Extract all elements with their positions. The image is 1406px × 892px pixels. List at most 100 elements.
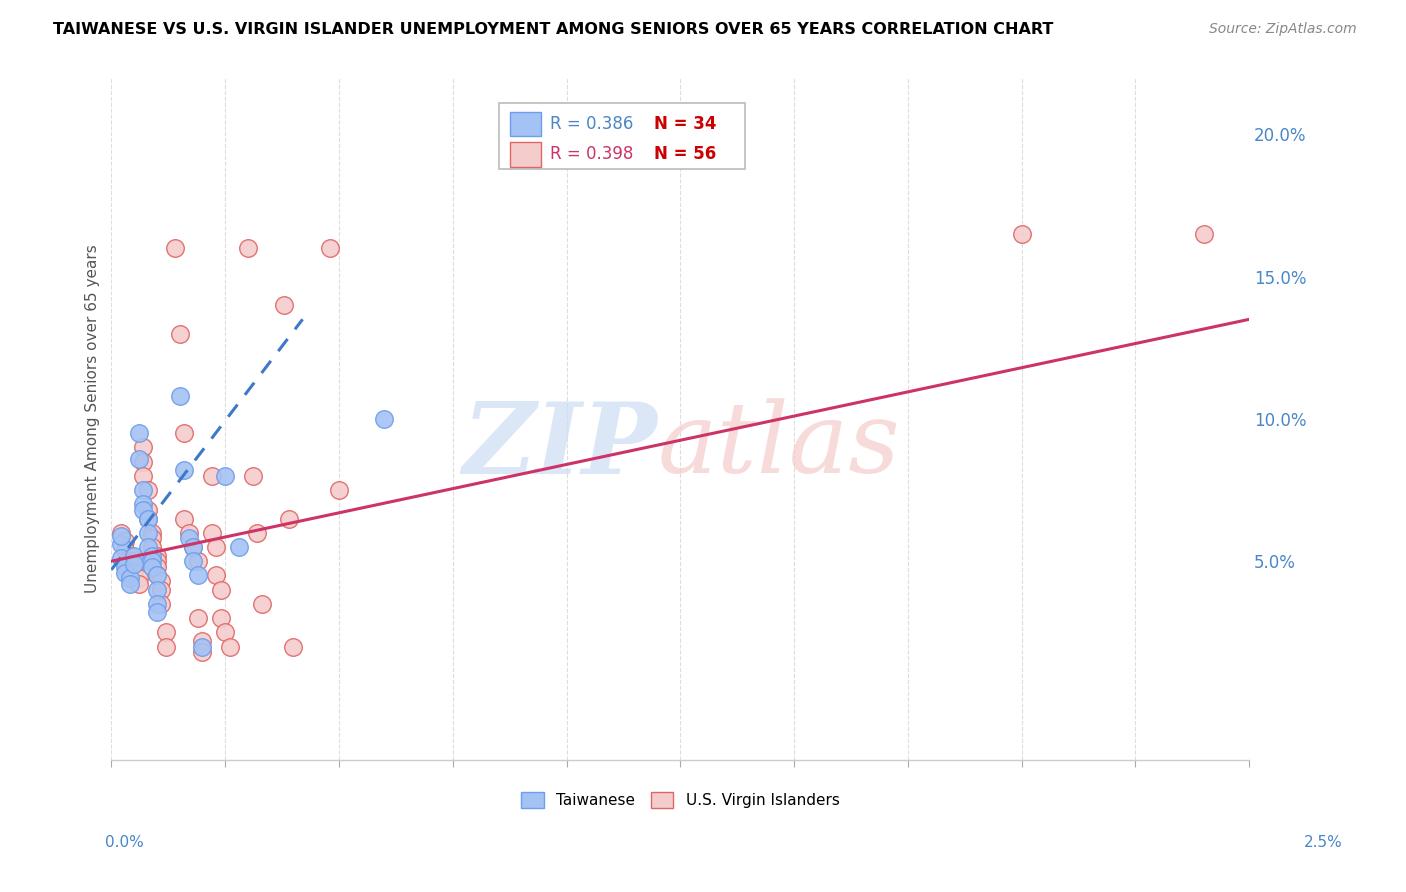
Point bbox=[155, 625, 177, 640]
Point bbox=[141, 554, 163, 568]
Point bbox=[136, 525, 159, 540]
Text: R = 0.398: R = 0.398 bbox=[550, 145, 633, 163]
Point bbox=[114, 534, 136, 549]
Point bbox=[146, 554, 169, 568]
Point bbox=[191, 645, 214, 659]
Point bbox=[277, 511, 299, 525]
Text: N = 56: N = 56 bbox=[654, 145, 716, 163]
Point bbox=[155, 640, 177, 654]
Text: TAIWANESE VS U.S. VIRGIN ISLANDER UNEMPLOYMENT AMONG SENIORS OVER 65 YEARS CORRE: TAIWANESE VS U.S. VIRGIN ISLANDER UNEMPL… bbox=[53, 22, 1054, 37]
Point bbox=[228, 540, 250, 554]
Point bbox=[141, 532, 163, 546]
Text: atlas: atlas bbox=[658, 399, 900, 494]
Point bbox=[136, 483, 159, 497]
Point bbox=[177, 532, 200, 546]
Point bbox=[150, 597, 173, 611]
Point bbox=[118, 549, 141, 563]
Point bbox=[328, 483, 350, 497]
Point bbox=[169, 326, 191, 341]
Point bbox=[114, 542, 136, 557]
Point bbox=[187, 568, 209, 582]
Point bbox=[150, 574, 173, 588]
Point bbox=[118, 554, 141, 568]
Point bbox=[110, 551, 132, 566]
Point bbox=[205, 540, 228, 554]
Text: Source: ZipAtlas.com: Source: ZipAtlas.com bbox=[1209, 22, 1357, 37]
Point bbox=[128, 577, 150, 591]
Point bbox=[132, 441, 155, 455]
Point bbox=[214, 625, 236, 640]
Text: 2.5%: 2.5% bbox=[1303, 836, 1343, 850]
Point bbox=[146, 549, 169, 563]
Point bbox=[141, 549, 163, 563]
Point bbox=[246, 525, 269, 540]
Point bbox=[118, 577, 141, 591]
Legend: Taiwanese, U.S. Virgin Islanders: Taiwanese, U.S. Virgin Islanders bbox=[515, 786, 845, 814]
Point bbox=[183, 554, 205, 568]
Y-axis label: Unemployment Among Seniors over 65 years: Unemployment Among Seniors over 65 years bbox=[86, 244, 100, 593]
Point bbox=[200, 468, 222, 483]
Text: R = 0.386: R = 0.386 bbox=[550, 115, 633, 133]
Point bbox=[122, 549, 145, 563]
Point bbox=[191, 633, 214, 648]
Point bbox=[132, 483, 155, 497]
Point bbox=[146, 568, 169, 582]
Point bbox=[128, 426, 150, 441]
Text: ZIP: ZIP bbox=[463, 398, 658, 494]
Point bbox=[218, 640, 240, 654]
Point bbox=[173, 511, 195, 525]
Point bbox=[319, 241, 342, 255]
Text: 0.0%: 0.0% bbox=[105, 836, 145, 850]
Point bbox=[118, 571, 141, 585]
Point bbox=[136, 511, 159, 525]
Point bbox=[122, 560, 145, 574]
Point bbox=[132, 497, 155, 511]
Point bbox=[1011, 227, 1033, 241]
Point bbox=[187, 554, 209, 568]
Point bbox=[200, 525, 222, 540]
Point bbox=[191, 640, 214, 654]
Point bbox=[128, 571, 150, 585]
Point bbox=[146, 606, 169, 620]
Point bbox=[136, 540, 159, 554]
Point bbox=[110, 525, 132, 540]
Point bbox=[205, 568, 228, 582]
Point bbox=[114, 560, 136, 574]
Point bbox=[114, 566, 136, 580]
Point bbox=[146, 568, 169, 582]
Point bbox=[214, 468, 236, 483]
Point bbox=[173, 426, 195, 441]
Point bbox=[209, 582, 232, 597]
Point bbox=[173, 463, 195, 477]
Point bbox=[177, 525, 200, 540]
Point bbox=[1192, 227, 1215, 241]
Point bbox=[146, 597, 169, 611]
Point bbox=[250, 597, 273, 611]
Point bbox=[373, 412, 395, 426]
Point bbox=[283, 640, 305, 654]
Point bbox=[141, 560, 163, 574]
Point bbox=[141, 540, 163, 554]
Text: N = 34: N = 34 bbox=[654, 115, 716, 133]
Point bbox=[273, 298, 295, 312]
Point bbox=[128, 451, 150, 466]
Point bbox=[209, 611, 232, 625]
Point bbox=[169, 389, 191, 403]
Point bbox=[165, 241, 187, 255]
Point bbox=[183, 540, 205, 554]
Point bbox=[236, 241, 259, 255]
Point bbox=[150, 582, 173, 597]
Point bbox=[187, 611, 209, 625]
Point bbox=[136, 511, 159, 525]
Point bbox=[183, 540, 205, 554]
Point bbox=[132, 454, 155, 468]
Point bbox=[110, 537, 132, 551]
Point bbox=[146, 582, 169, 597]
Point bbox=[141, 525, 163, 540]
Point bbox=[122, 557, 145, 571]
Point bbox=[132, 468, 155, 483]
Point bbox=[146, 560, 169, 574]
Point bbox=[136, 503, 159, 517]
Point bbox=[122, 566, 145, 580]
Point bbox=[242, 468, 264, 483]
